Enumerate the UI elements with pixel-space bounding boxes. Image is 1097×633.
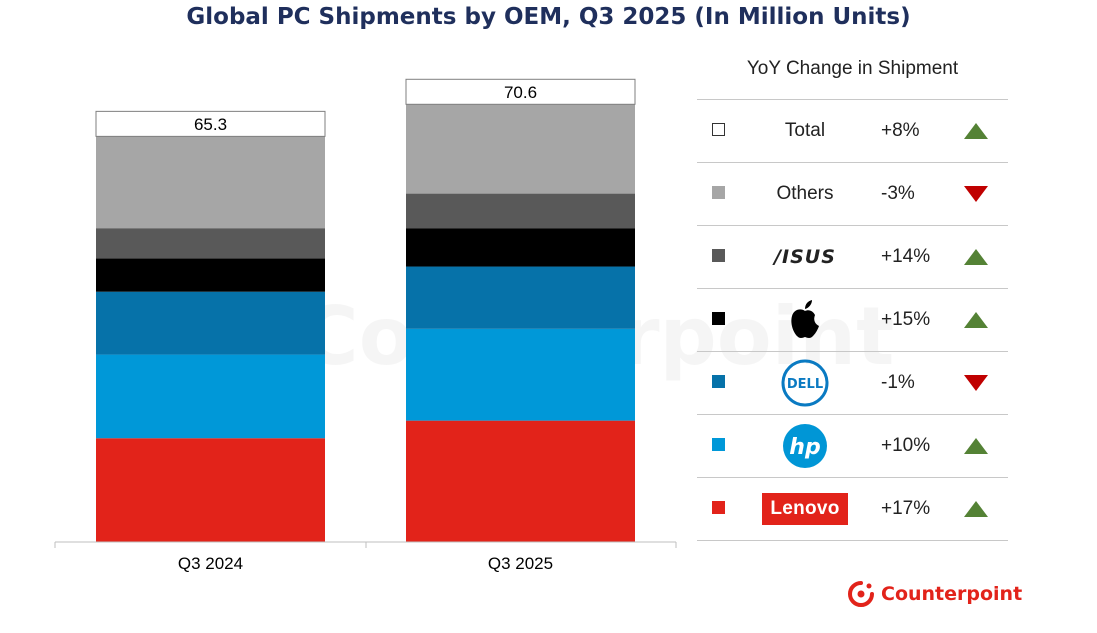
dell-logo: DELL	[755, 352, 855, 414]
legend-change-dell: -1%	[881, 372, 915, 393]
bar-segment-lenovo-1	[406, 420, 635, 542]
bar-segment-apple-0	[96, 258, 325, 292]
hp-logo: hp	[755, 415, 855, 477]
bar-segment-hp-1	[406, 328, 635, 421]
legend-swatch-dell	[712, 375, 725, 388]
up-arrow-icon	[964, 312, 988, 328]
bar-segment-lenovo-0	[96, 438, 325, 542]
svg-text:/ISUS: /ISUS	[772, 247, 836, 267]
legend-row-lenovo: Lenovo +17%	[697, 477, 1008, 541]
legend-swatch-hp	[712, 438, 725, 451]
up-arrow-icon	[964, 501, 988, 517]
bar-segment-dell-1	[406, 266, 635, 329]
legend-swatch-others	[712, 186, 725, 199]
bar-segment-asus-0	[96, 228, 325, 259]
total-box-0	[95, 110, 326, 137]
legend-row-asus: /ISUS +14%	[697, 225, 1008, 288]
svg-text:hp: hp	[789, 435, 820, 460]
legend-row-hp: hp +10%	[697, 414, 1008, 477]
legend-row-others: Others -3%	[697, 162, 1008, 225]
chart-title: Global PC Shipments by OEM, Q3 2025 (In …	[186, 4, 911, 30]
legend-row-dell: DELL -1%	[697, 351, 1008, 414]
apple-logo	[755, 289, 855, 351]
legend-change-total: +8%	[881, 120, 920, 141]
legend-change-asus: +14%	[881, 246, 931, 267]
counterpoint-logo-icon	[848, 581, 874, 607]
svg-text:DELL: DELL	[787, 377, 823, 392]
bar-segment-others-0	[96, 136, 325, 229]
up-arrow-icon	[964, 123, 988, 139]
legend-label-others: Others	[776, 183, 834, 204]
bar-segment-dell-0	[96, 291, 325, 355]
x-tick-label-0: Q3 2024	[178, 554, 243, 573]
lenovo-logo: Lenovo	[755, 478, 855, 540]
legend-swatch-total	[712, 123, 725, 136]
bar-segment-hp-0	[96, 354, 325, 439]
bar-segment-others-1	[406, 104, 635, 194]
up-arrow-icon	[964, 249, 988, 265]
counterpoint-logo: Counterpoint	[847, 580, 1022, 608]
total-label-0: 65.3	[194, 115, 227, 134]
total-label-1: 70.6	[504, 83, 537, 102]
up-arrow-icon	[964, 438, 988, 454]
legend-label-total: Total	[784, 120, 826, 141]
counterpoint-logo-text: Counterpoint	[881, 583, 1023, 605]
total-box-1	[405, 78, 636, 105]
bar-segment-apple-1	[406, 228, 635, 267]
bar-segment-asus-1	[406, 193, 635, 229]
down-arrow-icon	[964, 375, 988, 391]
asus-logo: /ISUS	[755, 226, 855, 288]
legend-change-apple: +15%	[881, 309, 931, 330]
x-tick-label-1: Q3 2025	[488, 554, 553, 573]
legend-title: YoY Change in Shipment	[746, 58, 959, 79]
legend-row-apple: +15%	[697, 288, 1008, 351]
legend-row-total: Total +8%	[697, 99, 1008, 162]
legend-change-hp: +10%	[881, 435, 931, 456]
down-arrow-icon	[964, 186, 988, 202]
legend-swatch-asus	[712, 249, 725, 262]
legend-change-lenovo: +17%	[881, 498, 931, 519]
legend-change-others: -3%	[881, 183, 915, 204]
stacked-bar-chart: 65.3 Q3 2024 70.6 Q3 2025	[54, 78, 677, 573]
legend-swatch-apple	[712, 312, 725, 325]
legend-swatch-lenovo	[712, 501, 725, 514]
